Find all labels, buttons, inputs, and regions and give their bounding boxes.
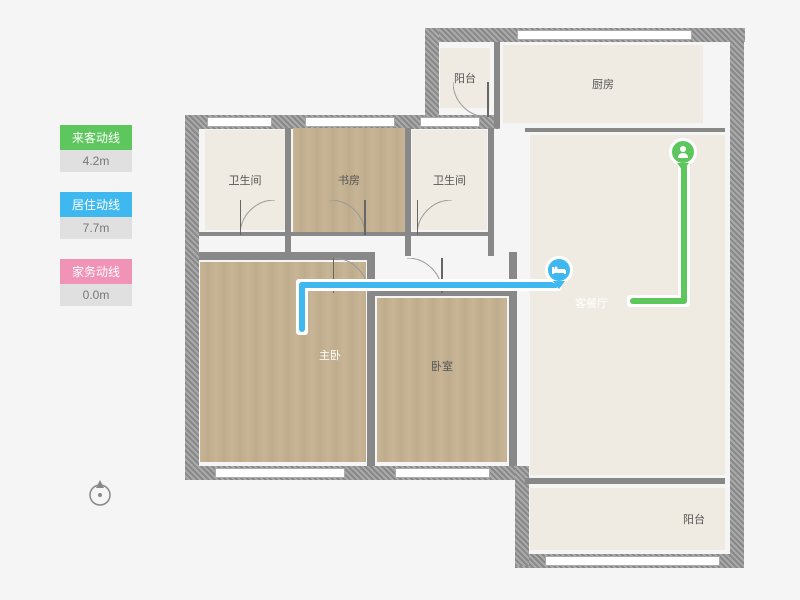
- window-3: [545, 556, 720, 566]
- legend-chore-value: 0.0m: [60, 284, 132, 306]
- person-icon: [676, 145, 690, 159]
- room-balcony-bottom: 阳台: [530, 488, 725, 550]
- door-arc-4: [333, 258, 373, 298]
- pin-guest: [669, 138, 697, 174]
- window-2: [395, 468, 490, 478]
- window-4: [207, 117, 272, 127]
- path-green-h: [630, 298, 686, 304]
- legend-living-label: 居住动线: [60, 192, 132, 217]
- room-bath-left-label: 卫生间: [229, 172, 262, 188]
- legend-living: 居住动线 7.7m: [60, 192, 132, 239]
- room-living-label: 客餐厅: [575, 295, 608, 311]
- legend-chore-label: 家务动线: [60, 259, 132, 284]
- legend-guest-label: 来客动线: [60, 125, 132, 150]
- wall-kitchen-left: [425, 28, 439, 123]
- wall-interior-10: [525, 478, 725, 484]
- path-blue-v: [299, 282, 305, 332]
- wall-interior-8: [494, 42, 500, 128]
- path-green-v: [681, 164, 687, 304]
- door-arc-5: [407, 258, 447, 298]
- bed-icon: [552, 265, 566, 275]
- window-1: [215, 468, 345, 478]
- room-balcony-bottom-label: 阳台: [683, 511, 705, 527]
- wall-interior-3: [488, 128, 494, 256]
- floorplan: 阳台 厨房 卫生间 书房 卫生间 主卧 卧室 客餐厅 阳台: [185, 20, 750, 580]
- wall-interior-9: [525, 128, 725, 132]
- room-study-label: 书房: [338, 172, 360, 188]
- room-bath-right-label: 卫生间: [433, 172, 466, 188]
- path-blue-h: [299, 282, 559, 288]
- room-kitchen-label: 厨房: [592, 76, 614, 92]
- room-kitchen: 厨房: [503, 45, 703, 123]
- door-arc-6: [453, 82, 493, 122]
- legend-panel: 来客动线 4.2m 居住动线 7.7m 家务动线 0.0m: [60, 125, 132, 326]
- window-5: [305, 117, 395, 127]
- door-arc-1: [240, 200, 280, 240]
- wall-interior-2: [405, 128, 411, 256]
- legend-chore: 家务动线 0.0m: [60, 259, 132, 306]
- pin-living: [545, 256, 573, 292]
- wall-interior-1: [285, 128, 291, 256]
- wall-outer-left: [185, 115, 199, 480]
- legend-guest: 来客动线 4.2m: [60, 125, 132, 172]
- room-bedroom: 卧室: [377, 298, 507, 462]
- legend-guest-value: 4.2m: [60, 150, 132, 172]
- room-master-label: 主卧: [319, 347, 341, 363]
- door-arc-3: [417, 200, 457, 240]
- door-arc-2: [330, 200, 370, 240]
- wall-outer-right-upper: [730, 28, 744, 568]
- window-7: [517, 30, 692, 40]
- compass-icon: [85, 478, 115, 513]
- legend-living-value: 7.7m: [60, 217, 132, 239]
- room-bedroom-label: 卧室: [431, 358, 453, 374]
